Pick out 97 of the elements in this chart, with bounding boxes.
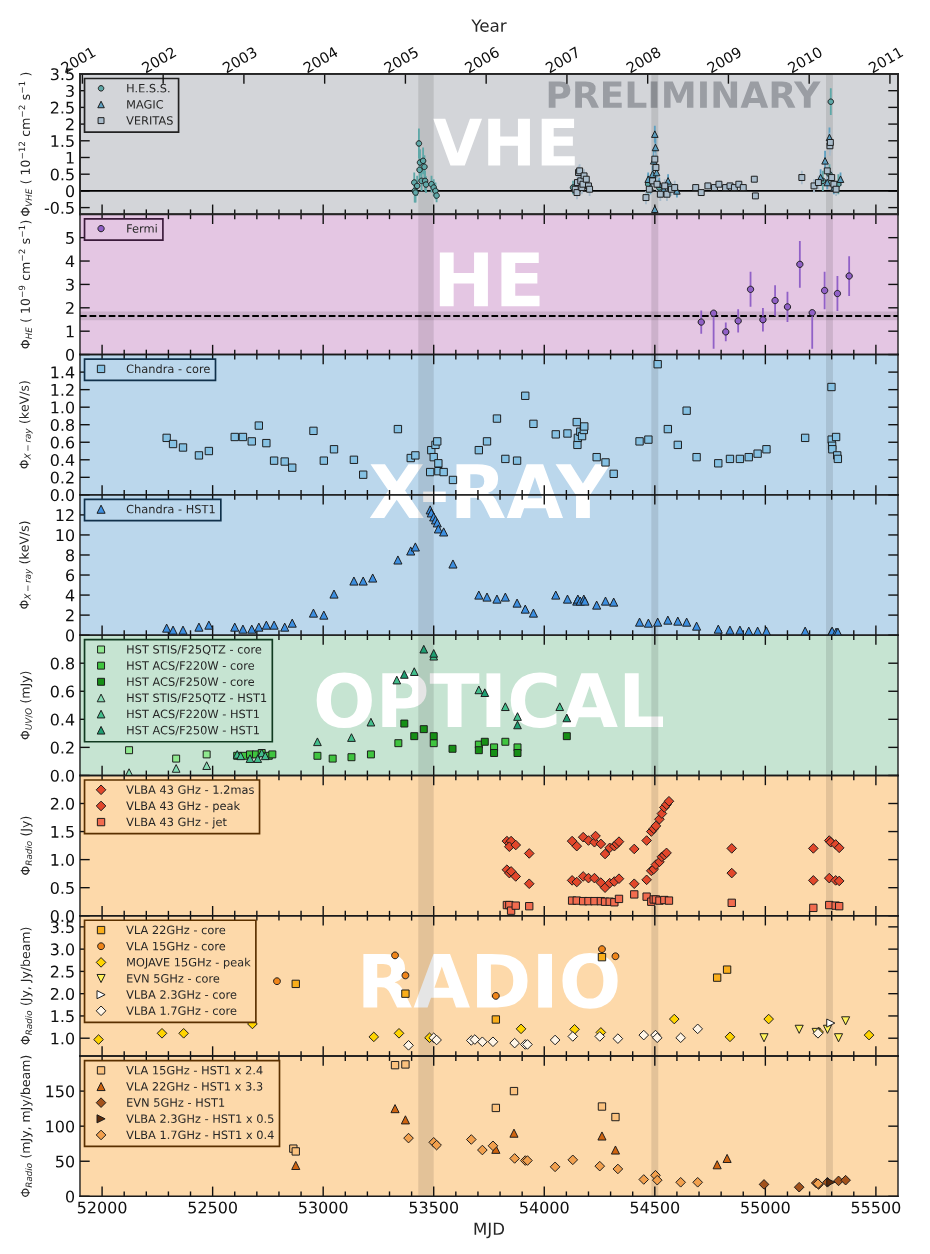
legend-label: VLBA 2.3GHz - HST1 x 0.5 [126,1114,274,1123]
y-tick-label: 3.0 [50,943,75,956]
y-tick-label: 2.5 [50,965,74,978]
y-tick-label: 0.0 [50,489,75,502]
y-tick-label: 2 [66,118,74,131]
y-tick-label: 1.5 [51,135,74,148]
y-tick-label: -0.5 [44,201,74,214]
y-tick-label: 0.5 [50,168,74,181]
y-tick-label: 1.5 [51,825,74,838]
legend-label: VLA 22GHz - core [126,925,226,935]
y-tick-label: 5 [66,232,74,244]
x2-axis-title: Year [471,19,507,32]
y-tick-label: 0 [66,629,75,642]
legend-label: EVN 5GHz - HST1 [127,1098,225,1107]
y-tick-label: 8 [66,549,75,562]
legend-label: VLBA 2.3GHz - core [126,990,237,999]
legend-label: VLBA 43 GHz - jet [126,817,227,829]
y-tick-label: 0.0 [50,769,75,782]
y-tick-label: 0.6 [50,436,75,449]
y-axis-title: Φ$_{X−ray}$ (keV/s) [19,381,33,469]
y-tick-label: 2.0 [50,797,75,810]
legend-label: HST STIS/F25QTZ - core [127,645,262,655]
annotation: OPTICAL [316,672,663,729]
y-tick-label: 1.5 [51,1010,74,1023]
y-axis-title: Φ$_{UV/O}$ (mJy) [20,671,33,740]
legend-label: Fermi [127,223,157,233]
y-tick-label: 1.2 [51,383,74,396]
y-tick-label: 1 [66,151,74,164]
annotation: RADIO [363,952,618,1009]
y-tick-label: 0.5 [50,881,74,894]
y-tick-label: 2.5 [50,101,74,114]
legend-label: HST ACS/F220W - HST1 [127,709,259,720]
legend-label: H.E.S.S. [127,83,170,93]
legend-label: VLBA 1.7GHz - HST1 x 0.4 [126,1130,274,1140]
text: Φ$_{HE}$ ( 10$^{−9}$ cm$^{−2}$ s$^{−1}$) [18,220,32,349]
y-tick-label: 2 [66,609,74,622]
y-tick-label: 0.4 [50,454,75,467]
y-tick-label: 1.0 [51,853,75,866]
legend-label: Chandra - core [126,364,210,374]
legend-label: VLA 15GHz - HST1 x 2.4 [126,1065,263,1075]
x-tick-label: 55000 [741,1201,790,1214]
y-tick-label: 0.8 [50,418,75,432]
x-tick-label: 53000 [299,1201,348,1214]
y-tick-label: 10 [56,529,75,542]
y-tick-label: 1.0 [51,401,75,414]
x-tick-label: 54500 [630,1201,680,1214]
y-tick-label: 0 [66,1190,75,1203]
x-axis-title: MJD [474,1222,505,1239]
legend-label: VLBA 43 GHz - peak [126,801,241,813]
legend-label: MOJAVE 15GHz - peak [127,957,251,969]
legend-label: HST ACS/F220W - core [127,661,255,671]
y-axis-title: Φ$_{Radio}$ (mJy, mJy/beam) [20,1055,33,1197]
y-tick-label: 150 [46,1085,75,1098]
legend-label: HST STIS/F25QTZ - HST1 [127,693,267,704]
x-tick-label: 52500 [188,1201,237,1214]
legend-label: VLA 22GHz - HST1 x 3.3 [126,1082,263,1091]
y-tick-label: 2.0 [50,987,75,1000]
legend-label: VLBA 43 GHz - 1.2mas [126,785,254,794]
y-tick-label: 100 [46,1120,75,1133]
y-tick-label: 2 [66,302,74,314]
annotation: HE [439,252,540,307]
y-tick-label: 4 [65,255,75,268]
y-tick-label: 1 [66,325,74,338]
legend-label: VLA 15GHz - core [126,941,226,951]
x-tick-label: 53500 [409,1201,459,1214]
y-tick-label: 0 [66,185,75,198]
legend-label: VERITAS [126,116,173,125]
y-tick-label: 6 [66,569,75,582]
y-tick-label: 1.0 [51,1032,75,1045]
y-tick-label: 0.0 [50,909,75,923]
y-tick-label: 12 [56,509,74,521]
y-tick-label: 0 [66,348,75,361]
y-tick-label: 3 [66,278,74,291]
x-tick-label: 52000 [77,1201,127,1214]
x-tick-label: 55500 [851,1201,901,1214]
legend-label: VLBA 1.7GHz - core [126,1006,237,1015]
y-tick-label: 50 [56,1155,75,1168]
y-tick-label: 0.4 [50,713,75,726]
y-axis-title: Φ$_{Radio}$ (Jy, Jy/beam) [20,927,33,1045]
y-axis-title: Φ$_{X−ray}$ (keV/s) [19,521,33,609]
legend-label: Chandra - HST1 [126,504,215,514]
y-tick-label: 0.2 [50,741,74,754]
legend-label: HST ACS/F250W - core [127,677,255,687]
y-tick-label: 3 [66,84,74,97]
legend-label: MAGIC [127,100,164,109]
legend-label: EVN 5GHz - core [127,974,220,983]
y-tick-label: 0.8 [50,657,75,670]
x-tick-label: 54000 [520,1201,569,1214]
y-tick-label: 1.4 [51,366,75,379]
y-tick-label: 4 [65,589,75,602]
y-tick-label: 0.2 [50,471,74,484]
y-tick-label: 3.5 [50,921,74,934]
y-axis-title: Φ$_{Radio}$ (Jy) [20,816,33,875]
text: Φ$_{VHE}$ ( 10$^{−12}$ cm$^{−2}$ s$^{−1}$ ) [18,72,32,217]
y-tick-label: 0.6 [50,685,75,698]
legend-label: HST ACS/F250W - HST1 [127,725,259,736]
annotation: PRELIMINARY [548,81,821,108]
